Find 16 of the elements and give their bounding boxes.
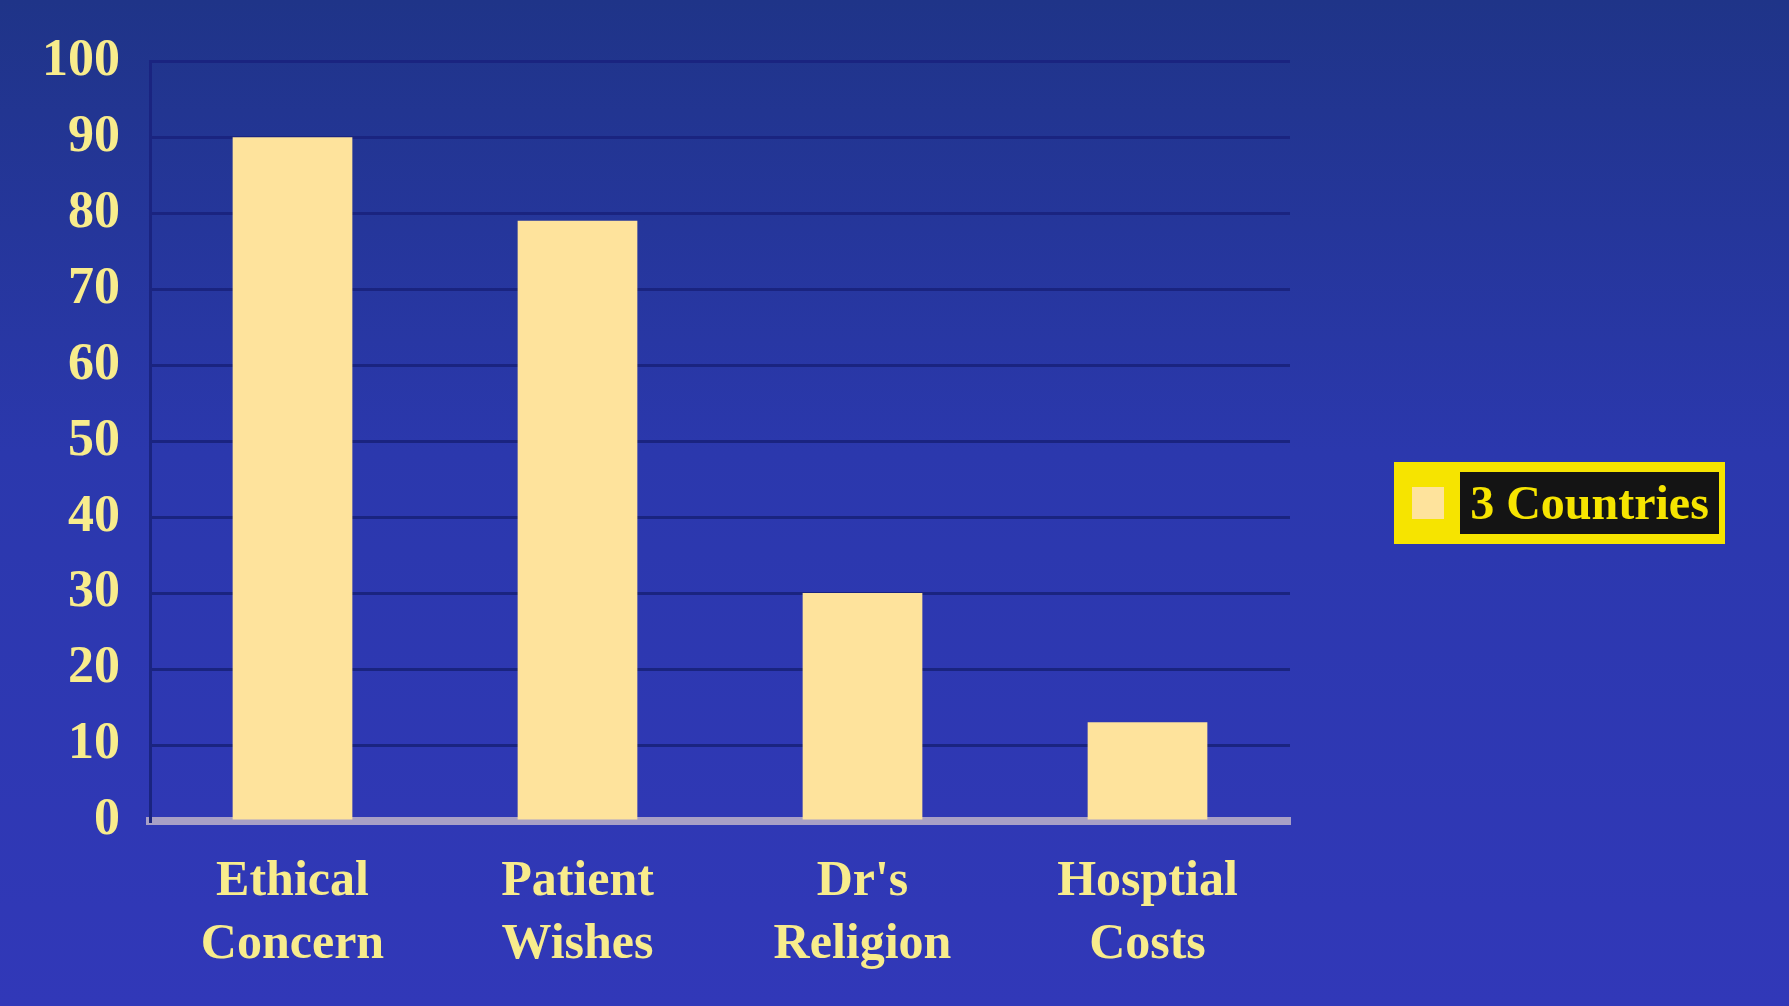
y-tick-label: 20	[68, 636, 120, 694]
y-tick-label: 10	[68, 712, 120, 770]
y-tick-label: 70	[68, 256, 120, 314]
y-tick-label: 50	[68, 408, 120, 466]
x-tick-label: Dr's Religion	[773, 850, 952, 969]
y-tick-label: 90	[68, 104, 120, 162]
y-tick-label: 40	[68, 484, 120, 542]
x-tick-label: Hosptial Costs	[1057, 850, 1238, 969]
legend-label: 3 Countries	[1460, 472, 1719, 534]
x-tick-label: Ethical Concern	[200, 850, 385, 969]
y-tick-label: 60	[68, 332, 120, 390]
y-tick-label: 0	[94, 788, 120, 846]
y-tick-label: 30	[68, 560, 120, 618]
x-tick-label: Patient Wishes	[501, 850, 655, 969]
y-tick-label: 80	[68, 180, 120, 238]
y-tick-label: 100	[42, 28, 120, 86]
